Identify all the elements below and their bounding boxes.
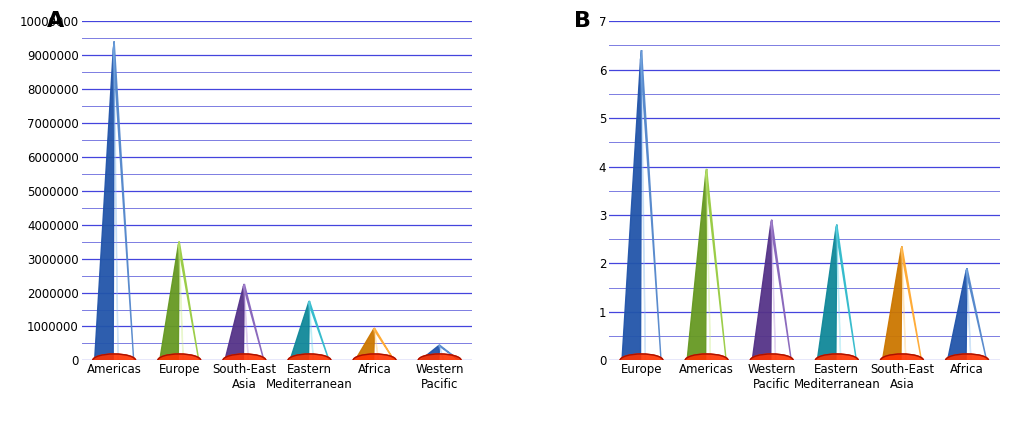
Polygon shape: [835, 225, 856, 360]
Polygon shape: [947, 268, 966, 360]
Polygon shape: [420, 345, 439, 360]
Polygon shape: [95, 42, 114, 360]
Text: B: B: [574, 11, 590, 31]
Polygon shape: [244, 284, 264, 360]
Polygon shape: [113, 42, 133, 360]
Ellipse shape: [945, 354, 987, 367]
Polygon shape: [355, 328, 374, 360]
Ellipse shape: [93, 354, 136, 367]
Polygon shape: [289, 301, 309, 360]
Ellipse shape: [287, 354, 330, 367]
Polygon shape: [308, 301, 313, 360]
Ellipse shape: [223, 354, 266, 367]
Ellipse shape: [685, 354, 728, 367]
Polygon shape: [900, 246, 905, 360]
Polygon shape: [178, 242, 199, 360]
Polygon shape: [373, 328, 378, 360]
Ellipse shape: [814, 354, 857, 367]
Polygon shape: [113, 42, 118, 360]
Polygon shape: [373, 328, 393, 360]
Polygon shape: [705, 169, 710, 360]
Polygon shape: [178, 242, 183, 360]
Polygon shape: [881, 246, 901, 360]
Polygon shape: [770, 220, 791, 360]
Ellipse shape: [353, 354, 395, 367]
Ellipse shape: [620, 354, 662, 367]
Polygon shape: [835, 225, 840, 360]
Polygon shape: [244, 284, 248, 360]
Text: A: A: [47, 11, 63, 31]
Polygon shape: [751, 220, 771, 360]
Polygon shape: [965, 268, 970, 360]
Polygon shape: [705, 169, 726, 360]
Ellipse shape: [158, 354, 201, 367]
Polygon shape: [640, 50, 645, 360]
Polygon shape: [640, 50, 660, 360]
Ellipse shape: [418, 354, 461, 367]
Polygon shape: [438, 345, 443, 360]
Polygon shape: [160, 242, 179, 360]
Polygon shape: [816, 225, 836, 360]
Ellipse shape: [750, 354, 793, 367]
Polygon shape: [687, 169, 706, 360]
Polygon shape: [900, 246, 920, 360]
Polygon shape: [224, 284, 245, 360]
Polygon shape: [438, 345, 459, 360]
Polygon shape: [622, 50, 641, 360]
Polygon shape: [770, 220, 774, 360]
Polygon shape: [965, 268, 985, 360]
Ellipse shape: [879, 354, 922, 367]
Polygon shape: [308, 301, 329, 360]
